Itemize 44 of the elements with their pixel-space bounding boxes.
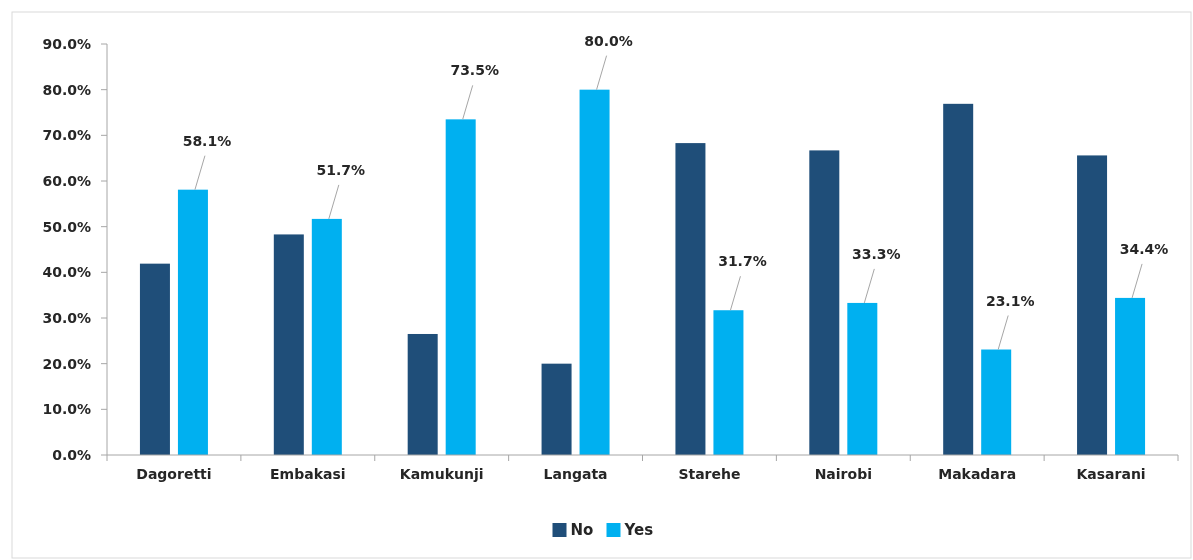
bar xyxy=(943,103,974,455)
y-tick-label: 20.0% xyxy=(42,355,91,372)
bar xyxy=(311,218,342,455)
y-tick-label: 90.0% xyxy=(42,35,91,52)
data-label: 23.1% xyxy=(985,292,1035,309)
bar xyxy=(177,189,208,455)
legend-label: No xyxy=(570,521,594,540)
y-tick-label: 80.0% xyxy=(42,81,91,98)
y-tick-label: 70.0% xyxy=(42,127,91,144)
x-tick-label: Starehe xyxy=(678,466,741,482)
y-tick-label: 40.0% xyxy=(42,264,91,281)
y-tick-label: 60.0% xyxy=(42,172,91,189)
bar xyxy=(675,143,706,455)
x-tick-label: Makadara xyxy=(938,466,1017,482)
y-tick-label: 30.0% xyxy=(42,309,91,326)
data-label: 73.5% xyxy=(450,62,499,79)
y-tick-label: 10.0% xyxy=(42,401,91,418)
bar xyxy=(579,89,610,455)
x-tick-label: Dagoretti xyxy=(136,466,212,482)
bar xyxy=(809,150,840,455)
data-label: 80.0% xyxy=(584,32,633,49)
bar xyxy=(445,119,476,455)
bar xyxy=(1115,297,1146,455)
data-label: 58.1% xyxy=(182,132,232,149)
bar xyxy=(713,310,744,455)
x-tick-label: Langata xyxy=(543,466,608,482)
data-label: 51.7% xyxy=(316,161,366,178)
bar xyxy=(847,302,878,455)
bar xyxy=(981,349,1012,455)
x-tick-label: Kasarani xyxy=(1076,466,1146,482)
x-tick-label: Kamukunji xyxy=(399,466,484,482)
y-tick-label: 50.0% xyxy=(42,218,91,235)
legend-label: Yes xyxy=(623,521,654,540)
x-tick-label: Nairobi xyxy=(814,466,872,482)
data-label: 34.4% xyxy=(1119,240,1169,257)
bar xyxy=(407,333,438,455)
data-label: 31.7% xyxy=(718,253,767,270)
y-tick-label: 0.0% xyxy=(52,446,91,463)
data-label: 33.3% xyxy=(852,245,901,262)
bar xyxy=(139,263,170,455)
bar xyxy=(541,363,572,455)
x-tick-label: Embakasi xyxy=(270,466,346,482)
bar xyxy=(273,234,304,455)
bar xyxy=(1077,155,1108,455)
